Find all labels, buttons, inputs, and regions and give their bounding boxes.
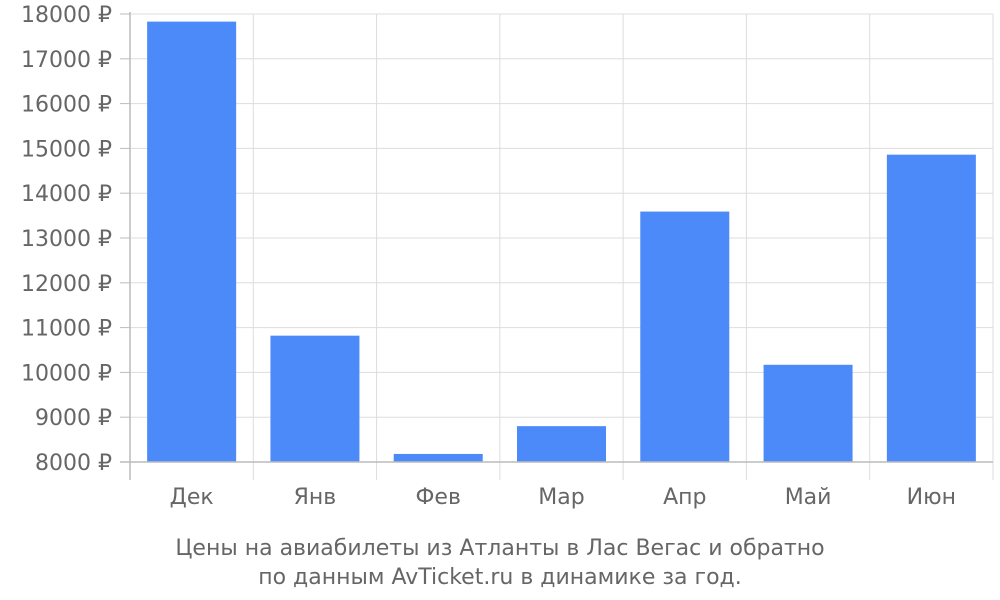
x-tick-label: Апр [663,485,706,510]
bar [763,364,853,462]
x-tick-label: Янв [294,485,337,510]
y-tick-label: 8000 ₽ [35,451,112,476]
tick-labels: 8000 ₽ 9000 ₽ 10000 ₽ 11000 ₽ 12000 ₽ 13000 ₽… [21,3,956,510]
chart-caption-line-2: по данным AvTicket.ru в динамике за год. [258,565,742,590]
y-tick-label: 12000 ₽ [21,272,112,297]
y-tick-label: 11000 ₽ [21,317,112,342]
y-tick-label: 15000 ₽ [21,137,112,162]
bar [147,21,237,463]
x-tick-label: Май [785,485,832,510]
x-tick-label: Июн [907,485,956,510]
y-tick-label: 14000 ₽ [21,182,112,207]
bar [517,426,606,462]
axes [120,12,994,480]
x-tick-label: Дек [170,485,214,510]
grid [130,13,994,463]
y-tick-label: 16000 ₽ [21,93,112,118]
bar [640,211,730,462]
x-tick-label: Мар [538,485,584,510]
y-tick-label: 10000 ₽ [21,361,112,386]
y-tick-label: 18000 ₽ [21,3,112,28]
y-tick-label: 9000 ₽ [35,406,112,431]
y-tick-label: 13000 ₽ [21,227,112,252]
chart-caption-line-1: Цены на авиабилеты из Атланты в Лас Вега… [175,536,824,561]
bars [147,21,976,463]
y-tick-label: 17000 ₽ [21,48,112,73]
bar [393,453,483,462]
x-tick-label: Фев [415,485,460,510]
bar [270,335,360,462]
bar [886,154,976,462]
